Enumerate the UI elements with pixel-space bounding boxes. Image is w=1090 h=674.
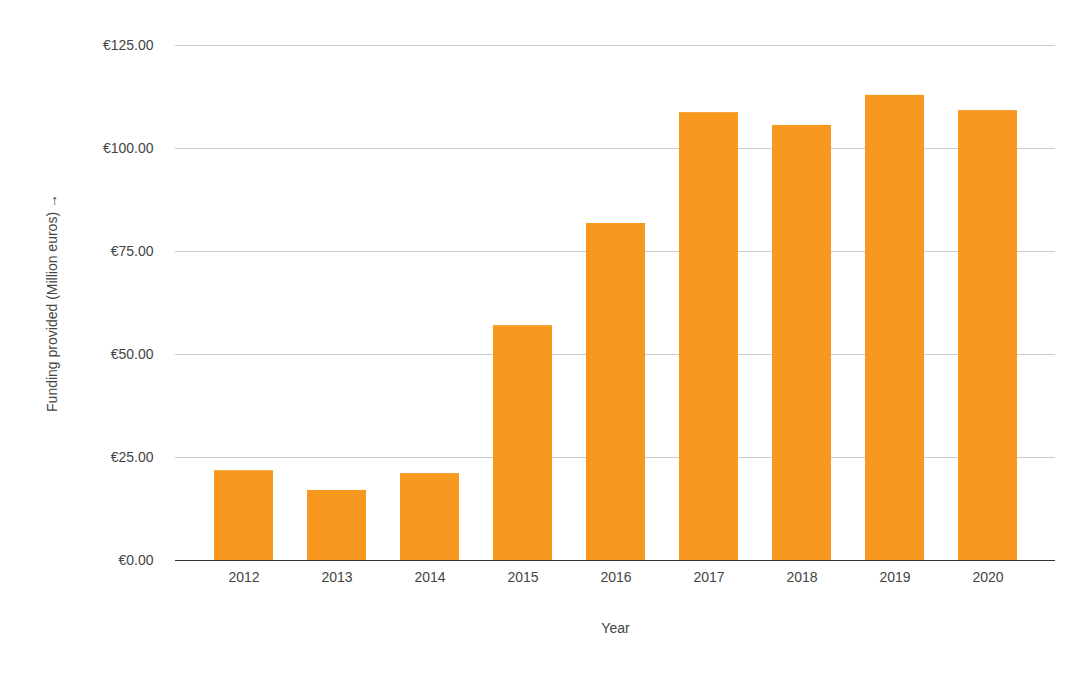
svg-text:2017: 2017 xyxy=(693,569,724,585)
svg-text:Funding provided (Million euro: Funding provided (Million euros) → xyxy=(44,194,60,412)
svg-text:€25.00: €25.00 xyxy=(111,449,154,465)
svg-text:€100.00: €100.00 xyxy=(103,140,154,156)
svg-text:€0.00: €0.00 xyxy=(118,552,153,568)
svg-text:€125.00: €125.00 xyxy=(103,37,154,53)
svg-text:2012: 2012 xyxy=(228,569,259,585)
svg-text:2015: 2015 xyxy=(507,569,538,585)
svg-text:2020: 2020 xyxy=(972,569,1003,585)
svg-text:Year: Year xyxy=(601,620,630,636)
svg-text:2016: 2016 xyxy=(600,569,631,585)
svg-text:2013: 2013 xyxy=(321,569,352,585)
svg-text:2014: 2014 xyxy=(414,569,445,585)
svg-text:2019: 2019 xyxy=(879,569,910,585)
svg-text:2018: 2018 xyxy=(786,569,817,585)
svg-text:€50.00: €50.00 xyxy=(111,346,154,362)
svg-text:€75.00: €75.00 xyxy=(111,243,154,259)
